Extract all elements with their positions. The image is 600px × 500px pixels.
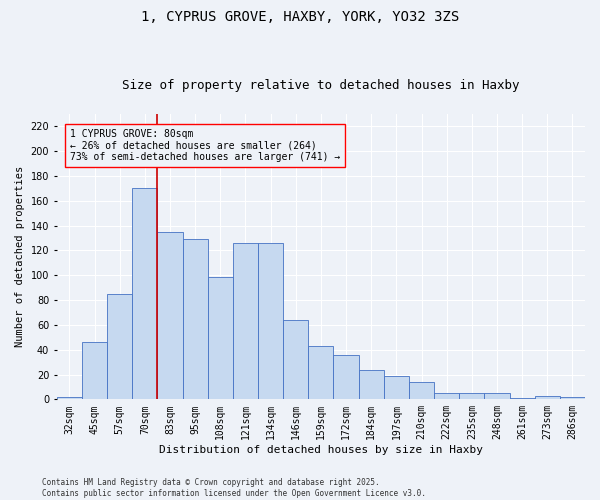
- X-axis label: Distribution of detached houses by size in Haxby: Distribution of detached houses by size …: [159, 445, 483, 455]
- Bar: [308, 346, 334, 400]
- Bar: [57, 397, 82, 400]
- Bar: [283, 320, 308, 400]
- Bar: [258, 243, 283, 400]
- Bar: [459, 393, 484, 400]
- Bar: [535, 396, 560, 400]
- Bar: [434, 393, 459, 400]
- Bar: [384, 376, 409, 400]
- Bar: [157, 232, 182, 400]
- Text: 1, CYPRUS GROVE, HAXBY, YORK, YO32 3ZS: 1, CYPRUS GROVE, HAXBY, YORK, YO32 3ZS: [141, 10, 459, 24]
- Bar: [509, 398, 535, 400]
- Bar: [233, 243, 258, 400]
- Bar: [132, 188, 157, 400]
- Y-axis label: Number of detached properties: Number of detached properties: [15, 166, 25, 348]
- Bar: [107, 294, 132, 400]
- Bar: [82, 342, 107, 400]
- Text: 1 CYPRUS GROVE: 80sqm
← 26% of detached houses are smaller (264)
73% of semi-det: 1 CYPRUS GROVE: 80sqm ← 26% of detached …: [70, 129, 340, 162]
- Bar: [409, 382, 434, 400]
- Bar: [560, 397, 585, 400]
- Bar: [182, 240, 208, 400]
- Bar: [484, 393, 509, 400]
- Bar: [359, 370, 384, 400]
- Bar: [334, 354, 359, 400]
- Text: Contains HM Land Registry data © Crown copyright and database right 2025.
Contai: Contains HM Land Registry data © Crown c…: [42, 478, 426, 498]
- Bar: [208, 276, 233, 400]
- Title: Size of property relative to detached houses in Haxby: Size of property relative to detached ho…: [122, 79, 520, 92]
